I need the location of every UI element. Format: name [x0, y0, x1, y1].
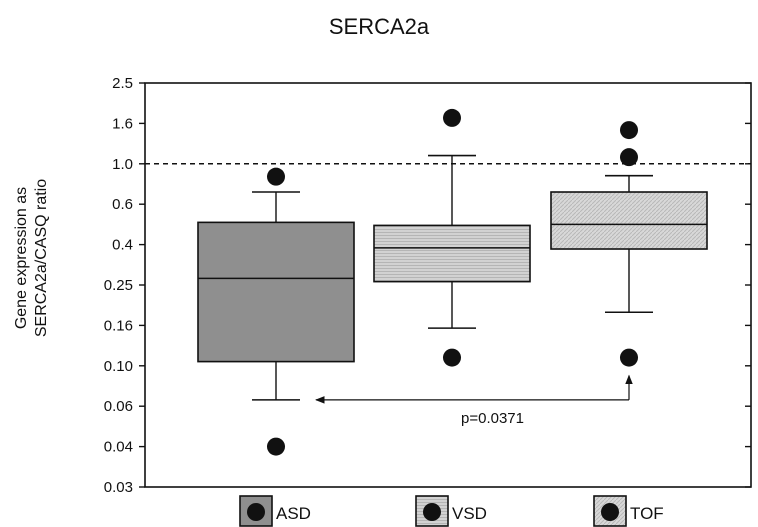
legend-marker	[247, 503, 265, 521]
y-axis: 0.03 0.04 0.06 0.10 0.16 0.25 0.4 0.6 1.0 1.6 2.5	[104, 75, 751, 496]
outlier-point	[443, 348, 461, 367]
y-tick-label: 0.25	[104, 277, 133, 294]
y-axis-label-line2: SERCA2a/CASQ ratio	[33, 179, 50, 337]
y-tick-label: 0.10	[104, 358, 133, 375]
legend-label: TOF	[630, 504, 664, 523]
outlier-point	[620, 148, 638, 167]
y-tick-label: 1.6	[112, 115, 133, 132]
box-group-tof	[550, 121, 708, 367]
legend: ASD VSD TOF	[239, 495, 664, 527]
box	[373, 224, 531, 283]
legend-marker	[423, 503, 441, 521]
box	[197, 221, 355, 363]
y-tick-label: 0.03	[104, 479, 133, 496]
legend-item-asd: ASD	[239, 495, 311, 527]
y-axis-label-line1: Gene expression as	[13, 187, 30, 329]
outlier-point	[443, 108, 461, 127]
p-value-annotation: p=0.0371	[461, 410, 524, 427]
y-tick-label: 0.6	[112, 196, 133, 213]
y-tick-label: 0.06	[104, 398, 133, 415]
legend-label: VSD	[452, 504, 487, 523]
outlier-point	[267, 437, 285, 456]
y-tick-label: 0.16	[104, 317, 133, 334]
y-tick-label: 2.5	[112, 75, 133, 92]
box-layer	[197, 108, 708, 456]
outlier-point	[620, 348, 638, 367]
legend-item-tof: TOF	[593, 495, 664, 527]
legend-item-vsd: VSD	[415, 495, 487, 527]
annotation-layer: p=0.0371	[315, 374, 633, 427]
box	[550, 191, 708, 250]
legend-marker	[601, 503, 619, 521]
outlier-point	[620, 121, 638, 140]
box-group-asd	[197, 167, 355, 456]
y-tick-label: 0.4	[112, 237, 133, 254]
chart-title: SERCA2a	[328, 14, 430, 39]
legend-label: ASD	[276, 504, 311, 523]
outlier-point	[267, 167, 285, 186]
box-group-vsd	[373, 108, 531, 367]
y-tick-label: 1.0	[112, 156, 133, 173]
y-tick-label: 0.04	[104, 439, 133, 456]
